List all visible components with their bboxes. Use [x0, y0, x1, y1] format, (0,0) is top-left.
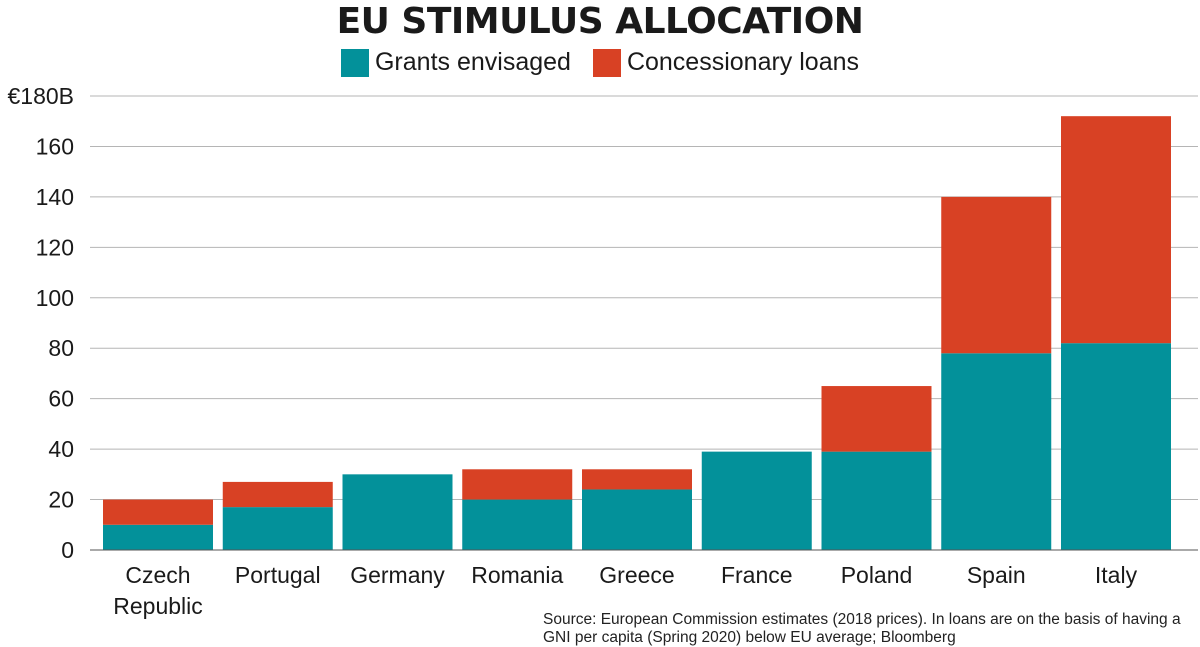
legend-label-grants: Grants envisaged	[374, 48, 571, 76]
x-tick-label: Greece	[599, 562, 674, 588]
legend: Grants envisaged Concessionary loans	[0, 48, 1200, 77]
y-tick-label: 140	[36, 184, 74, 210]
y-tick-label: 40	[48, 436, 74, 462]
y-tick-label: €180B	[7, 83, 74, 109]
bar-segment-grants	[701, 451, 812, 550]
x-tick-label: Romania	[471, 562, 563, 588]
bar-segment-grants	[342, 474, 453, 550]
y-tick-label: 60	[48, 386, 74, 412]
bar-segment-loans	[1061, 116, 1171, 344]
legend-swatch-grants	[340, 48, 369, 77]
bar-segment-grants	[222, 507, 333, 550]
y-tick-label: 20	[48, 487, 74, 513]
bar-segment-loans	[821, 386, 932, 452]
bar-segment-grants	[941, 353, 1052, 550]
bar-segment-grants	[103, 524, 213, 550]
x-tick-label: Portugal	[235, 562, 321, 588]
y-tick-label: 0	[61, 537, 74, 563]
x-tick-label: Spain	[967, 562, 1026, 588]
y-tick-label: 100	[36, 285, 74, 311]
legend-item-grants: Grants envisaged	[340, 48, 571, 77]
x-tick-label: Germany	[350, 562, 445, 588]
legend-label-loans: Concessionary loans	[626, 48, 860, 76]
legend-swatch-loans	[592, 48, 621, 77]
chart-title: EU STIMULUS ALLOCATION	[336, 1, 864, 42]
bar-segment-loans	[462, 469, 573, 500]
x-tick-label: Italy	[1095, 562, 1138, 588]
x-tick-label: France	[721, 562, 793, 588]
bar-segment-grants	[1061, 343, 1171, 550]
y-tick-label: 160	[36, 133, 74, 159]
source-note: Source: European Commission estimates (2…	[543, 611, 1181, 646]
x-tick-label: Czech	[125, 562, 190, 588]
legend-item-loans: Concessionary loans	[592, 48, 860, 77]
bar-segment-loans	[941, 196, 1052, 354]
bar-segment-loans	[582, 469, 692, 490]
x-tick-label: Poland	[841, 562, 913, 588]
y-tick-label: 120	[36, 234, 74, 260]
bar-segment-grants	[821, 451, 932, 550]
bar-segment-grants	[582, 489, 692, 550]
x-tick-label: Republic	[113, 593, 203, 619]
bar-segment-loans	[103, 499, 213, 525]
bar-segment-loans	[222, 481, 333, 508]
bar-segment-grants	[462, 499, 573, 550]
y-tick-label: 80	[48, 335, 74, 361]
